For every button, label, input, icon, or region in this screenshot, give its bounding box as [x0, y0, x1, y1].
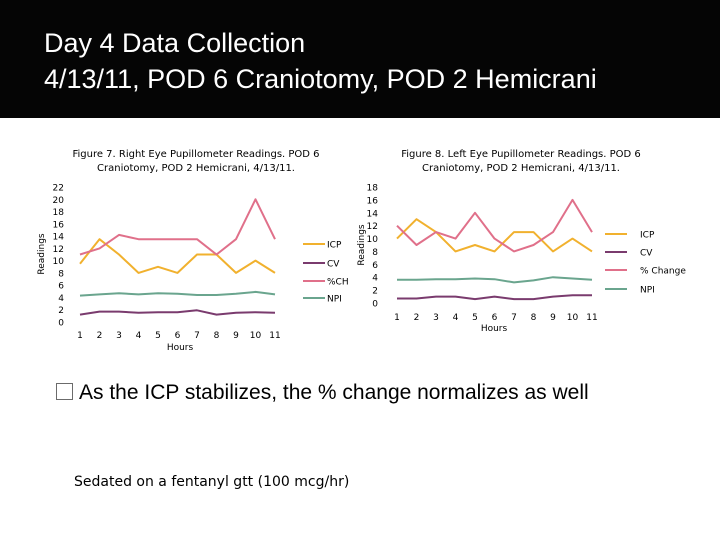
chart2-ytick-label: 14 — [367, 209, 379, 219]
chart2-legend-label-CV: CV — [640, 249, 653, 259]
chart2-xtick-label: 11 — [586, 313, 597, 323]
chart2-ytick-label: 16 — [367, 196, 379, 206]
chart2-legend-label-pct_change: % Change — [640, 267, 686, 277]
chart2-legend-label-NPI: NPI — [640, 286, 655, 296]
slide-title-line2: 4/13/11, POD 6 Craniotomy, POD 2 Hemicra… — [44, 64, 597, 94]
chart2-ytick-label: 10 — [367, 235, 379, 245]
chart2-series-CV-line — [397, 294, 592, 301]
chart1-xtick-label: 4 — [136, 331, 142, 341]
sedation-note: Sedated on a fentanyl gtt (100 mcg/hr) — [74, 474, 350, 490]
chart1-title-line1: Figure 7. Right Eye Pupillometer Reading… — [72, 149, 320, 160]
chart1-legend-label-pct_change: %CH — [327, 278, 349, 288]
chart1-xtick-label: 6 — [175, 331, 181, 341]
chart1-xtick-label: 11 — [269, 331, 280, 341]
chart1-legend-label-ICP: ICP — [327, 241, 342, 251]
chart1-ytick-label: 16 — [53, 220, 65, 230]
chart1-ytick-label: 18 — [53, 208, 65, 218]
chart1-ytick-label: 10 — [53, 257, 65, 267]
chart2-ytick-label: 6 — [372, 261, 378, 271]
chart1-xtick-label: 8 — [214, 331, 220, 341]
chart1-ytick-label: 14 — [53, 233, 65, 243]
chart1-ytick-label: 8 — [58, 269, 64, 279]
chart2-xtick-label: 6 — [492, 313, 498, 323]
chart2-ytick-label: 12 — [367, 222, 378, 232]
chart2-series-pct_change-line — [396, 198, 593, 253]
chart2-ylabel: Readings — [357, 224, 367, 266]
chart1-xtick-label: 10 — [250, 331, 262, 341]
chart1-xlabel: Hours — [167, 343, 194, 353]
chart2-xtick-label: 1 — [394, 313, 400, 323]
chart1-series-CV-line — [79, 309, 276, 316]
chart1-title: Figure 7. Right Eye Pupillometer Reading… — [50, 148, 342, 176]
chart2-series-ICP-line — [396, 218, 593, 253]
chart2-xtick-label: 9 — [550, 313, 556, 323]
chart2-xtick-label: 8 — [531, 313, 537, 323]
chart1-ytick-label: 6 — [58, 282, 64, 292]
chart1-legend-label-CV: CV — [327, 260, 340, 270]
chart2-xtick-label: 7 — [511, 313, 517, 323]
chart2-title-line1: Figure 8. Left Eye Pupillometer Readings… — [401, 149, 641, 160]
bullet-point: As the ICP stabilizes, the % change norm… — [56, 381, 589, 405]
chart1-xtick-label: 2 — [97, 331, 103, 341]
chart1-xtick-label: 1 — [77, 331, 83, 341]
chart1-series-NPI-line — [79, 290, 276, 297]
bullet-text: As the ICP stabilizes, the % change norm… — [79, 381, 589, 404]
chart1-ytick-label: 22 — [53, 184, 64, 194]
chart2-xtick-label: 3 — [433, 313, 439, 323]
chart1-ytick-label: 0 — [58, 319, 64, 329]
chart1-ytick-label: 20 — [53, 196, 65, 206]
chart2-xtick-label: 4 — [453, 313, 459, 323]
chart2-ytick-label: 2 — [372, 287, 378, 297]
chart2-title: Figure 8. Left Eye Pupillometer Readings… — [372, 148, 670, 176]
bullet-box-icon — [56, 383, 73, 400]
chart1-series-pct_change-line — [79, 198, 276, 256]
chart1-xtick-label: 3 — [116, 331, 122, 341]
chart1-xtick-label: 7 — [194, 331, 200, 341]
title-bar: Day 4 Data Collection 4/13/11, POD 6 Cra… — [0, 0, 720, 118]
chart2-ytick-label: 4 — [372, 274, 378, 284]
chart1-ytick-label: 4 — [58, 294, 64, 304]
chart2-ytick-label: 0 — [372, 300, 378, 310]
chart2-ytick-label: 8 — [372, 248, 378, 258]
chart1-title-line2: Craniotomy, POD 2 Hemicrani, 4/13/11. — [97, 163, 295, 174]
chart2-xtick-label: 10 — [567, 313, 579, 323]
slide-title-line1: Day 4 Data Collection — [44, 28, 306, 58]
chart1-ytick-label: 12 — [53, 245, 64, 255]
chart2-legend-label-ICP: ICP — [640, 231, 655, 241]
chart2-series-NPI-line — [397, 276, 593, 284]
chart2-ytick-label: 18 — [367, 184, 379, 194]
chart1-xtick-label: 5 — [155, 331, 161, 341]
chart1-ytick-label: 2 — [58, 306, 64, 316]
chart2-title-line2: Craniotomy, POD 2 Hemicrani, 4/13/11. — [422, 163, 620, 174]
chart1-xtick-label: 9 — [233, 331, 239, 341]
chart1-ylabel: Readings — [37, 233, 47, 275]
chart2-xtick-label: 5 — [472, 313, 478, 323]
chart2-xlabel: Hours — [481, 324, 508, 334]
chart1-series-ICP-line — [79, 238, 276, 274]
chart1-legend-label-NPI: NPI — [327, 295, 342, 305]
chart2-xtick-label: 2 — [414, 313, 420, 323]
